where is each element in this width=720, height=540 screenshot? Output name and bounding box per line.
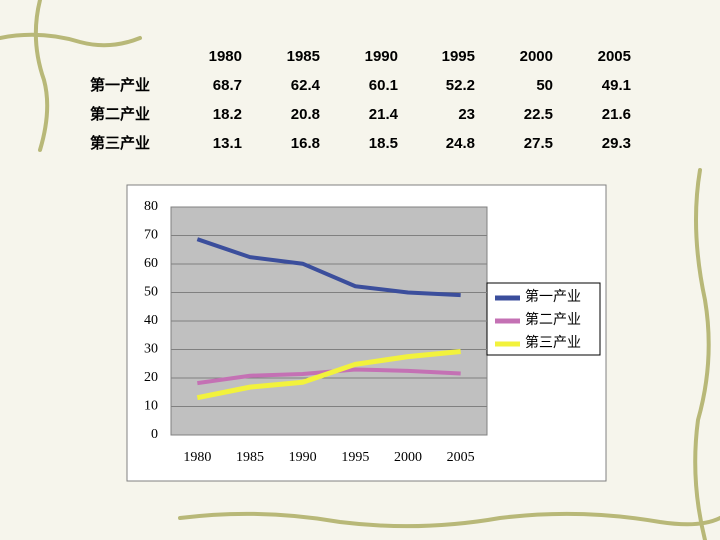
table-cell: 24.8 [446, 135, 475, 152]
series-line [196, 237, 461, 298]
table-cell: 23 [458, 106, 475, 123]
vine [0, 32, 142, 48]
x-tick-label: 2000 [394, 450, 422, 465]
x-tick-label: 1980 [183, 450, 211, 465]
legend-label: 第一产业 [525, 288, 581, 305]
legend-label: 第三产业 [525, 334, 581, 351]
table-cell: 20.8 [291, 106, 320, 123]
series-line [196, 349, 461, 401]
table-cell: 21.4 [369, 106, 399, 123]
x-tick-label: 1985 [236, 450, 264, 465]
y-tick-label: 30 [144, 342, 158, 357]
table-row-label: 第一产业 [90, 76, 150, 94]
legend-label: 第二产业 [525, 311, 581, 328]
table-cell: 60.1 [369, 77, 398, 94]
y-tick-label: 40 [144, 313, 158, 328]
y-tick-label: 70 [144, 228, 158, 243]
table-cell: 16.8 [291, 135, 320, 152]
table-header: 1985 [287, 48, 320, 65]
vine [693, 168, 711, 540]
y-tick-label: 0 [151, 427, 158, 442]
table-header: 1990 [365, 48, 398, 65]
table-cell: 68.7 [213, 77, 242, 94]
table-cell: 13.1 [213, 135, 242, 152]
table-cell: 21.6 [602, 106, 631, 123]
table-header: 2000 [520, 48, 553, 65]
table-cell: 50 [536, 77, 553, 94]
y-tick-label: 10 [144, 399, 158, 414]
y-tick-label: 50 [144, 285, 158, 300]
table-cell: 18.5 [369, 135, 398, 152]
table-cell: 49.1 [602, 77, 631, 94]
table-header: 2005 [598, 48, 631, 65]
table-cell: 22.5 [524, 106, 553, 123]
y-tick-label: 20 [144, 370, 158, 385]
table-cell: 62.4 [291, 77, 321, 94]
table-cell: 27.5 [524, 135, 553, 152]
y-tick-label: 60 [144, 256, 158, 271]
vine [178, 511, 720, 529]
table-cell: 29.3 [602, 135, 631, 152]
x-tick-label: 2005 [447, 450, 475, 465]
table-cell: 52.2 [446, 77, 475, 94]
x-tick-label: 1995 [341, 450, 369, 465]
table-header: 1980 [209, 48, 242, 65]
table-row-label: 第二产业 [90, 105, 150, 123]
table-row-label: 第三产业 [90, 134, 150, 152]
y-tick-label: 80 [144, 199, 158, 214]
vine [33, 0, 50, 152]
table-header: 1995 [442, 48, 475, 65]
table-cell: 18.2 [213, 106, 242, 123]
x-tick-label: 1990 [289, 450, 317, 465]
